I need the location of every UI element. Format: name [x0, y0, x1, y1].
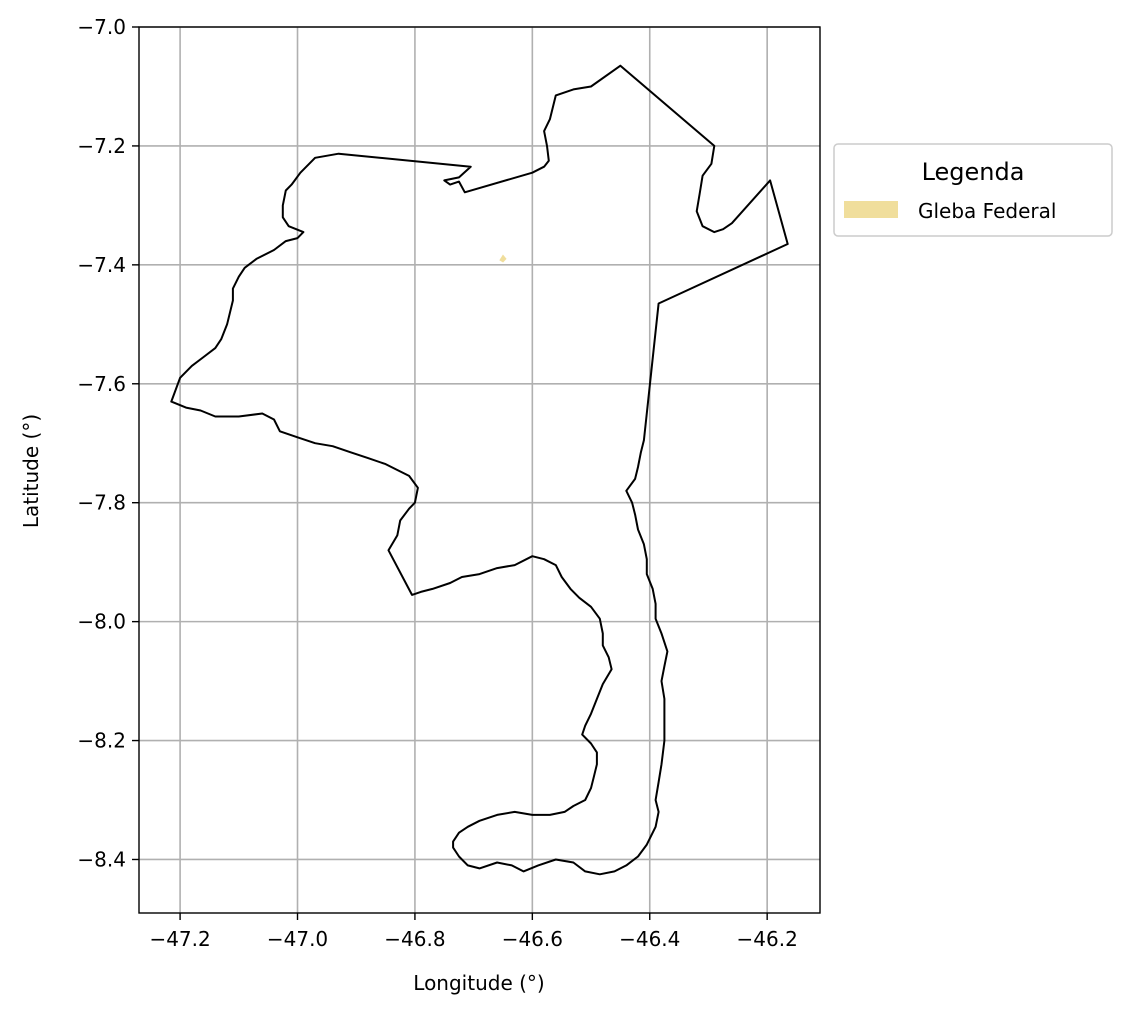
gleba-federal-area	[499, 254, 507, 263]
x-tick-label: −46.2	[737, 927, 798, 951]
municipality-boundary	[170, 64, 789, 876]
legend: Legenda Gleba Federal	[833, 143, 1113, 237]
y-tick-label: −7.0	[77, 15, 126, 39]
legend-label-gleba-federal: Gleba Federal	[918, 199, 1056, 223]
y-tick-label: −8.4	[77, 847, 126, 871]
x-tick-label: −46.6	[502, 927, 563, 951]
legend-swatch-gleba-federal	[844, 201, 898, 218]
y-axis-ticks: −7.0 −7.2 −7.4 −7.6 −7.8 −8.0 −8.2 −8.4	[77, 15, 139, 871]
x-axis-label: Longitude (°)	[413, 971, 544, 995]
axes-frame	[138, 26, 821, 914]
x-tick-label: −46.8	[384, 927, 445, 951]
y-tick-label: −7.6	[77, 372, 126, 396]
grid-lines	[139, 26, 820, 913]
x-tick-label: −47.0	[267, 927, 328, 951]
x-axis-ticks: −47.2 −47.0 −46.8 −46.6 −46.4 −46.2	[149, 913, 798, 951]
y-tick-label: −8.2	[77, 729, 126, 753]
y-axis-label: Latitude (°)	[19, 414, 43, 528]
map-shapes	[170, 64, 789, 876]
y-tick-label: −7.4	[77, 253, 126, 277]
y-tick-label: −8.0	[77, 610, 126, 634]
y-tick-label: −7.2	[77, 134, 126, 158]
y-tick-label: −7.8	[77, 491, 126, 515]
x-tick-label: −47.2	[149, 927, 210, 951]
legend-box	[833, 143, 1113, 237]
x-tick-label: −46.4	[619, 927, 680, 951]
legend-title: Legenda	[922, 158, 1025, 186]
